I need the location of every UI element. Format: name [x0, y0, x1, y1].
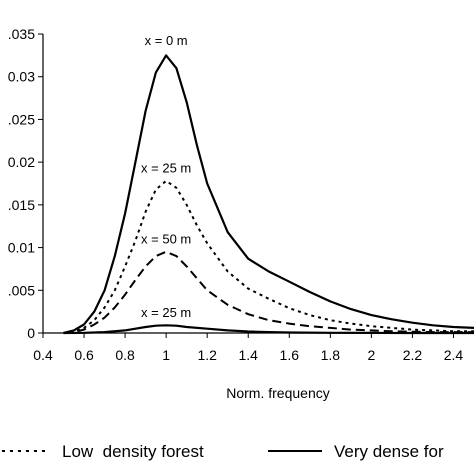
x-tick-label: 2.2 [403, 347, 423, 363]
x-tick-label: 1.6 [280, 347, 300, 363]
annotation-layer: x = 0 m x = 25 m x = 50 m x = 25 m [141, 33, 191, 320]
x-tick-label: 1.2 [197, 347, 217, 363]
x-axis-label: Norm. frequency [226, 385, 329, 401]
x-tick-label: 2.4 [444, 347, 464, 363]
y-tick-label: 0 [27, 325, 35, 341]
y-tick-label: 0.03 [8, 69, 35, 85]
axes: 0 .005 0.01 .015 0.02 .025 0.03 .035 0.4 0.6 0.8 1 1… [8, 26, 474, 363]
legend-label-low-density: Low density forest [62, 442, 204, 461]
annotation-label-2: x = 50 m [141, 231, 191, 246]
x-tick-label: 1.8 [321, 347, 341, 363]
x-tick-label: 0.6 [74, 347, 94, 363]
y-tick-label: 0.01 [8, 240, 35, 256]
x-tick-label: 1 [162, 347, 170, 363]
annotation-label-3: x = 25 m [141, 305, 191, 320]
series-line-2 [63, 179, 474, 334]
series-layer [63, 54, 474, 335]
annotation-label-1: x = 25 m [141, 160, 191, 175]
y-tick-label: .025 [8, 111, 35, 127]
y-tick-label: .005 [8, 282, 35, 298]
x-tick-label: 0.4 [33, 347, 53, 363]
y-tick-label: 0.02 [8, 154, 35, 170]
x-tick-label: 0.8 [115, 347, 135, 363]
legend-label-very-dense: Very dense for [334, 442, 444, 461]
series-line-3 [63, 324, 474, 335]
series-line-0 [63, 54, 474, 335]
x-tick-label: 1.4 [239, 347, 259, 363]
annotation-label-0: x = 0 m [145, 33, 188, 48]
y-tick-label: .035 [8, 26, 35, 42]
series-line-1 [63, 250, 474, 334]
y-tick-label: .015 [8, 197, 35, 213]
x-tick-label: 2 [367, 347, 375, 363]
legend: Low density forest Very dense for [2, 442, 444, 461]
